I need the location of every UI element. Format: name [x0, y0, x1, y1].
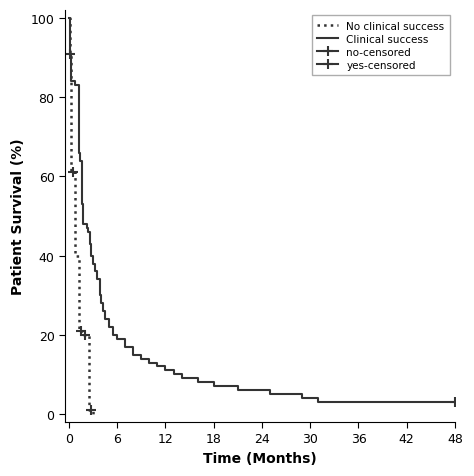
Legend: No clinical success, Clinical success, no-censored, yes-censored: No clinical success, Clinical success, n…	[312, 16, 450, 76]
Y-axis label: Patient Survival (%): Patient Survival (%)	[11, 139, 25, 295]
X-axis label: Time (Months): Time (Months)	[203, 451, 317, 465]
